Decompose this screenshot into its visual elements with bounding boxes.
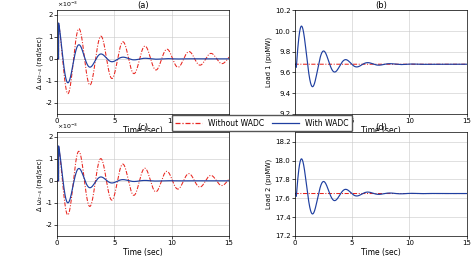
Title: (a): (a) [137, 1, 149, 10]
Text: $\times 10^{-3}$: $\times 10^{-3}$ [57, 0, 78, 9]
Title: (d): (d) [375, 123, 387, 132]
X-axis label: Time (sec): Time (sec) [361, 248, 401, 257]
Y-axis label: Δ ω₂₋₄ (rad/sec): Δ ω₂₋₄ (rad/sec) [36, 158, 43, 211]
Y-axis label: Δ ω₂₋₄ (rad/sec): Δ ω₂₋₄ (rad/sec) [36, 36, 43, 89]
Text: $\times 10^{-3}$: $\times 10^{-3}$ [57, 122, 78, 132]
X-axis label: Time (sec): Time (sec) [123, 126, 163, 135]
Legend: Without WADC, With WADC: Without WADC, With WADC [172, 115, 352, 132]
X-axis label: Time (sec): Time (sec) [123, 248, 163, 257]
X-axis label: Time (sec): Time (sec) [361, 126, 401, 135]
Y-axis label: Load 1 (puMW): Load 1 (puMW) [265, 37, 272, 87]
Y-axis label: Load 2 (puMW): Load 2 (puMW) [265, 159, 272, 209]
Title: (c): (c) [137, 123, 148, 132]
Title: (b): (b) [375, 1, 387, 10]
